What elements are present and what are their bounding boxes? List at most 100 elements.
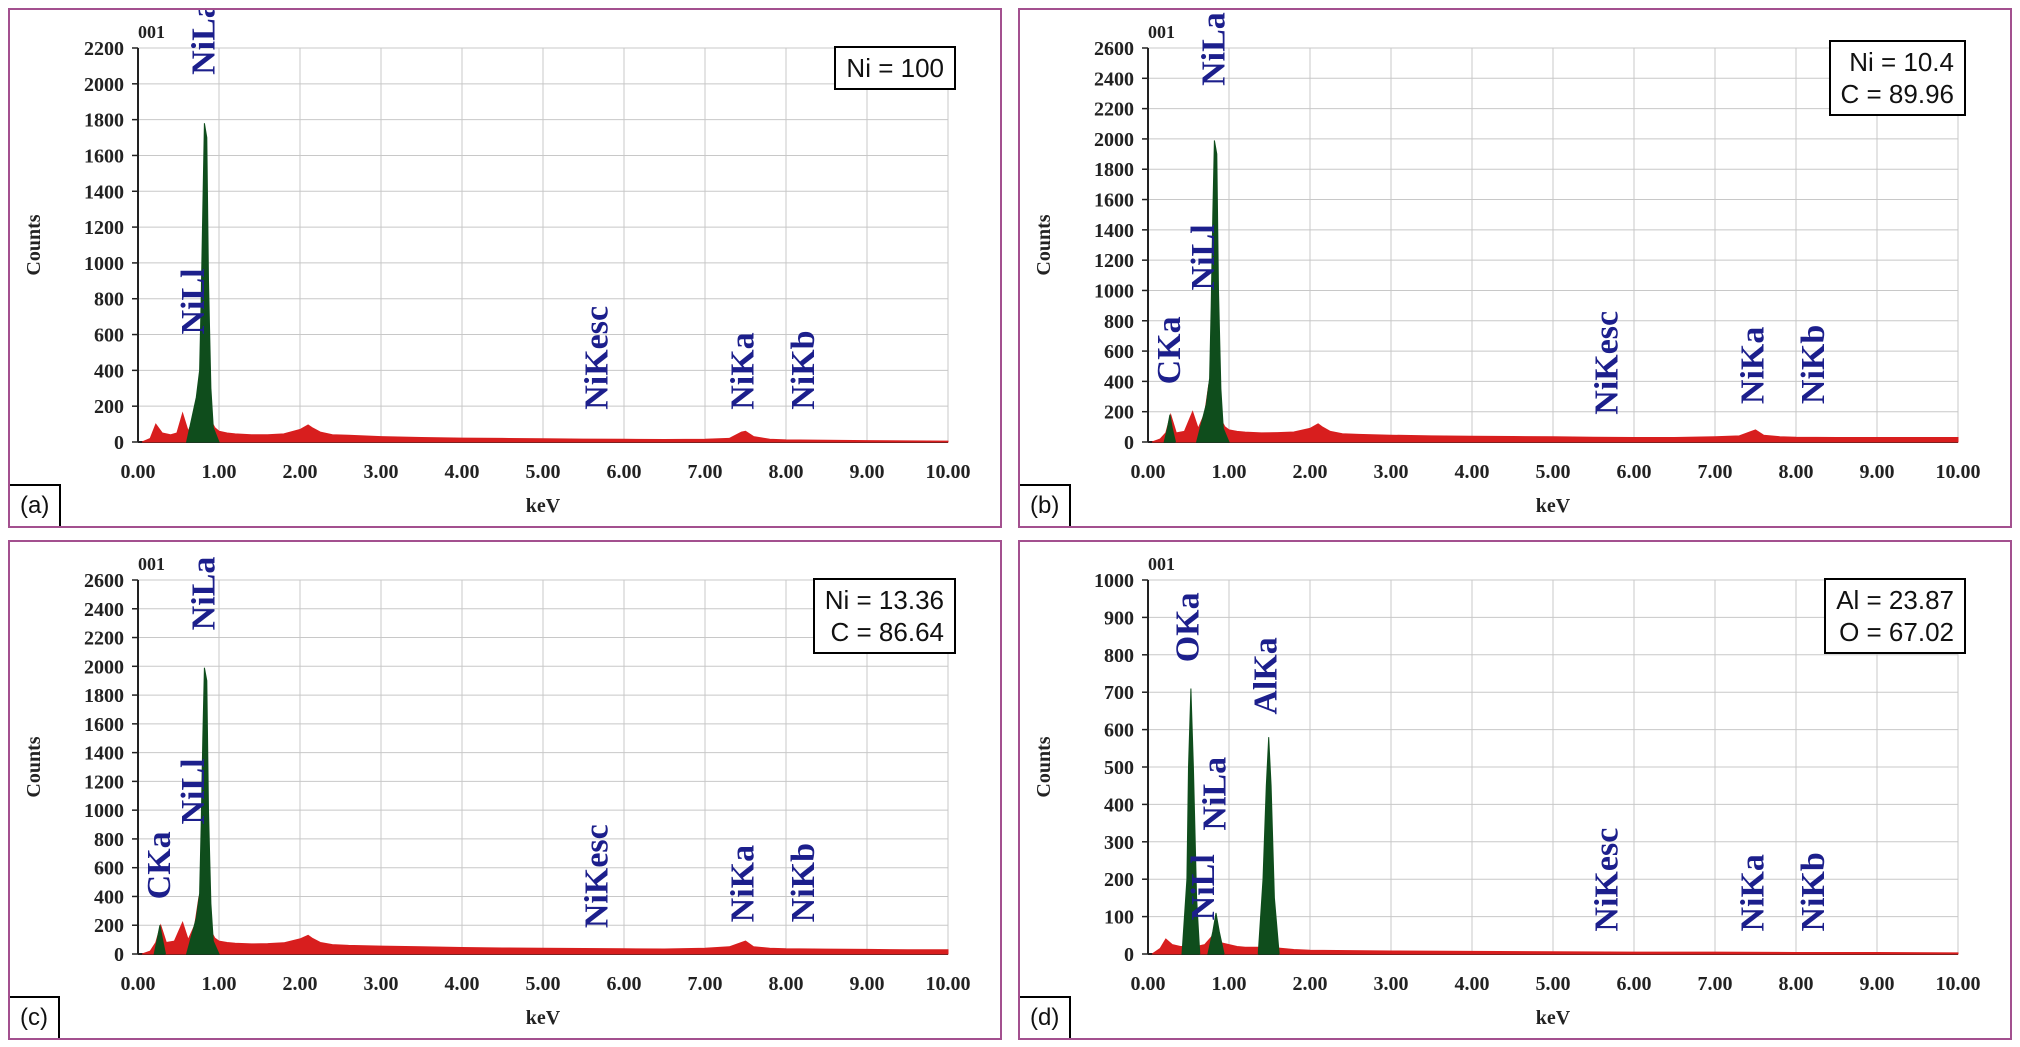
panel-label: (a) (10, 484, 62, 526)
y-tick-label: 500 (1104, 757, 1134, 779)
x-tick-label: 3.00 (1374, 973, 1409, 995)
y-tick-label: 300 (1104, 832, 1134, 854)
y-tick-label: 800 (94, 829, 124, 851)
x-axis-title: keV (526, 1007, 561, 1029)
peak-label: NiKb (785, 843, 822, 922)
y-tick-label: 1800 (84, 685, 124, 707)
y-tick-label: 200 (1104, 869, 1134, 891)
y-tick-label: 1400 (1094, 220, 1134, 242)
composition-box: Al = 23.87 O = 67.02 (1824, 578, 1966, 654)
y-tick-label: 400 (94, 886, 124, 908)
y-tick-label: 0 (1124, 432, 1134, 454)
x-tick-label: 8.00 (769, 973, 804, 995)
spectrum-series (1151, 384, 1959, 443)
peak-label: NiLa (1196, 757, 1233, 831)
y-axis-title: Counts (1033, 214, 1055, 275)
composition-box: Ni = 13.36 C = 86.64 (812, 578, 956, 654)
panel-label: (b) (1020, 484, 1072, 526)
x-tick-label: 7.00 (1698, 973, 1733, 995)
x-tick-label: 1.00 (202, 461, 237, 483)
peak-label: AlKa (1247, 637, 1284, 714)
x-tick-label: 6.00 (1617, 461, 1652, 483)
y-tick-label: 200 (94, 396, 124, 418)
y-tick-label: 2200 (1094, 99, 1134, 121)
x-tick-label: 9.00 (850, 973, 885, 995)
spectrum-panel-c: 0.00 1.00 2.00 3.00 4.00 5.00 6.00 7.00 8.00 9.00… (8, 540, 1002, 1040)
y-tick-label: 600 (94, 858, 124, 880)
y-tick-label: 2000 (84, 74, 124, 96)
x-tick-label: 4.00 (445, 973, 480, 995)
x-tick-label: 4.00 (1455, 973, 1490, 995)
composition-box: Ni = 100 (834, 46, 956, 90)
spectrum-chart-b: 0.00 1.00 2.00 3.00 4.00 5.00 6.00 7.00 8.00 9.00… (1033, 12, 1981, 517)
y-tick-label: 1200 (1094, 250, 1134, 272)
peak-label: NiKb (1795, 852, 1832, 931)
x-axis-title: keV (526, 495, 561, 517)
x-tick-label: 6.00 (607, 461, 642, 483)
peak-label: NiLl (1185, 224, 1222, 290)
x-tick-label: 4.00 (445, 461, 480, 483)
peak-label: NiKa (1734, 327, 1771, 404)
y-tick-label: 1200 (84, 771, 124, 793)
x-axis-title: keV (1536, 495, 1571, 517)
x-tick-label: 3.00 (1374, 461, 1409, 483)
x-tick-label: 5.00 (1536, 973, 1571, 995)
x-tick-label: 7.00 (688, 973, 723, 995)
x-tick-label: 2.00 (1293, 461, 1328, 483)
x-tick-label: 5.00 (526, 461, 561, 483)
x-tick-label: 8.00 (1779, 461, 1814, 483)
spectrum-series (153, 925, 166, 955)
y-tick-label: 100 (1104, 907, 1134, 929)
composition-box: Ni = 10.4 C = 89.96 (1828, 40, 1966, 116)
y-tick-label: 2600 (1094, 38, 1134, 60)
y-tick-label: 200 (94, 915, 124, 937)
panel-label: (d) (1020, 996, 1072, 1038)
spectrum-panel-d: 0.00 1.00 2.00 3.00 4.00 5.00 6.00 7.00 8.00 9.00… (1018, 540, 2012, 1040)
peak-label: NiKa (724, 845, 761, 922)
y-tick-label: 0 (1124, 944, 1134, 966)
spectrum-series (1181, 688, 1201, 955)
y-tick-label: 1800 (84, 110, 124, 132)
x-tick-label: 2.00 (283, 461, 318, 483)
y-tick-label: 2400 (1094, 68, 1134, 90)
x-tick-label: 4.00 (1455, 461, 1490, 483)
spectrum-series (141, 386, 949, 443)
x-tick-label: 7.00 (1698, 461, 1733, 483)
x-tick-label: 3.00 (364, 973, 399, 995)
y-tick-label: 2000 (1094, 129, 1134, 151)
x-tick-label: 10.00 (926, 461, 971, 483)
composition-line-1: Ni = 13.36 (824, 585, 944, 615)
spectrum-label: 001 (138, 22, 165, 42)
y-tick-label: 0 (114, 432, 124, 454)
composition-line-2: C = 86.64 (830, 617, 944, 647)
y-tick-label: 600 (94, 325, 124, 347)
spectrum-series (185, 123, 220, 443)
composition-line-1: Al = 23.87 (1836, 585, 1954, 615)
peak-label: NiKb (1795, 325, 1832, 404)
peak-label: NiKa (1734, 854, 1771, 931)
x-tick-label: 2.00 (1293, 973, 1328, 995)
x-tick-label: 9.00 (850, 461, 885, 483)
x-tick-label: 1.00 (202, 973, 237, 995)
y-tick-label: 2200 (84, 628, 124, 650)
spectrum-series (1207, 912, 1225, 955)
y-tick-label: 2400 (84, 599, 124, 621)
y-tick-label: 1000 (1094, 570, 1134, 592)
spectrum-chart-a: 0.00 1.00 2.00 3.00 4.00 5.00 6.00 7.00 8.00 9.00… (23, 10, 971, 517)
peak-label: NiLa (186, 557, 223, 631)
composition-line-1: Ni = 100 (846, 53, 944, 83)
y-tick-label: 1400 (84, 181, 124, 203)
peak-label: NiKesc (1588, 311, 1625, 415)
composition-line-1: Ni = 10.4 (1849, 47, 1954, 77)
y-tick-label: 1600 (84, 714, 124, 736)
spectrum-series (1257, 737, 1280, 955)
y-tick-label: 1000 (84, 253, 124, 275)
x-tick-label: 5.00 (526, 973, 561, 995)
y-tick-label: 900 (1104, 607, 1134, 629)
peak-label: OKa (1170, 592, 1207, 662)
peak-label: NiLl (175, 758, 212, 824)
y-tick-label: 1200 (84, 217, 124, 239)
spectrum-label: 001 (138, 554, 165, 574)
y-tick-label: 1600 (1094, 190, 1134, 212)
y-tick-label: 600 (1104, 341, 1134, 363)
